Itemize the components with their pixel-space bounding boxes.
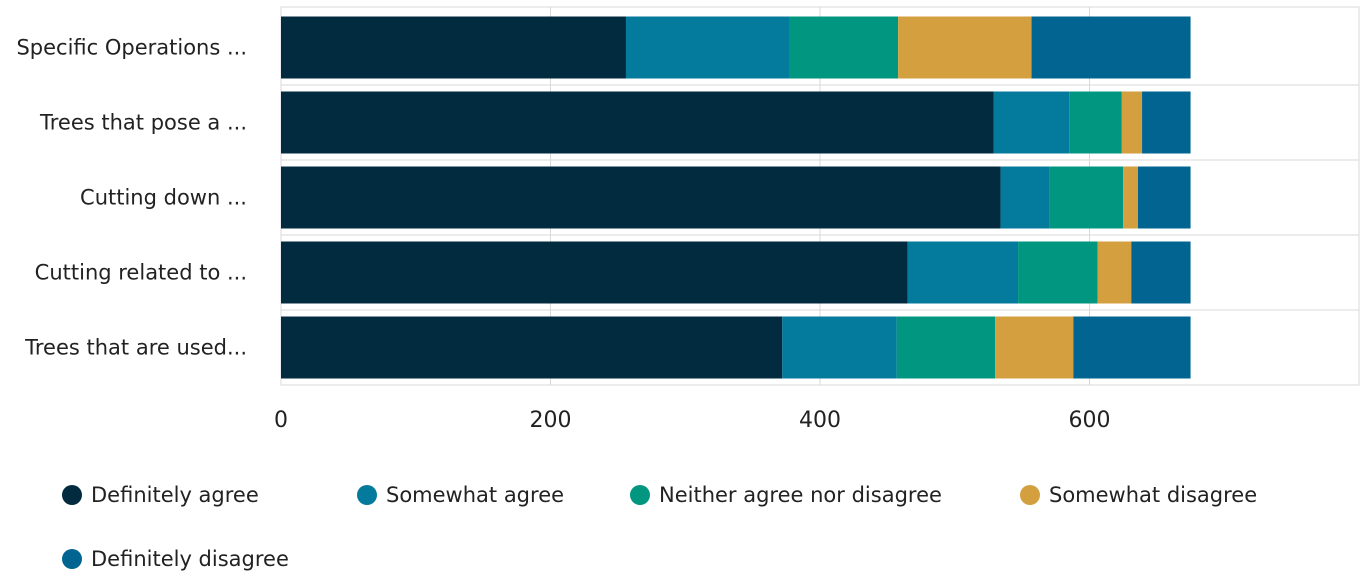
bar-segment bbox=[1049, 166, 1124, 229]
x-tick-label: 200 bbox=[530, 408, 572, 433]
legend-swatch bbox=[630, 485, 650, 505]
bar-segment bbox=[1018, 241, 1098, 304]
bar-segment bbox=[782, 316, 897, 379]
bar-segment bbox=[1031, 16, 1191, 79]
bar-segment bbox=[896, 316, 996, 379]
legend-label: Somewhat disagree bbox=[1049, 483, 1258, 507]
bar-segment bbox=[281, 316, 783, 379]
legend-swatch bbox=[62, 549, 82, 569]
bar-segment bbox=[1123, 166, 1139, 229]
category-label: Cutting related to ... bbox=[35, 261, 247, 285]
bar-segment bbox=[1142, 91, 1191, 154]
legend-swatch bbox=[62, 485, 82, 505]
bar-segment bbox=[1121, 91, 1143, 154]
bar-segment bbox=[1131, 241, 1191, 304]
bars bbox=[281, 16, 1191, 379]
bar-segment bbox=[898, 16, 1032, 79]
legend-label: Neither agree nor disagree bbox=[659, 483, 942, 507]
bar-segment bbox=[1069, 91, 1122, 154]
category-label: Trees that are used... bbox=[24, 336, 247, 360]
bar-segment bbox=[281, 91, 994, 154]
legend-swatch bbox=[1020, 485, 1040, 505]
legend-item[interactable]: Neither agree nor disagree bbox=[630, 478, 942, 512]
x-tick-label: 600 bbox=[1069, 408, 1111, 433]
bar-segment bbox=[281, 16, 626, 79]
bar-segment bbox=[281, 166, 1001, 229]
category-label: Trees that pose a ... bbox=[39, 111, 247, 135]
bar-segment bbox=[625, 16, 790, 79]
legend-label: Definitely disagree bbox=[91, 547, 289, 571]
bar-segment bbox=[1097, 241, 1132, 304]
legend-item[interactable]: Somewhat disagree bbox=[1020, 478, 1257, 512]
legend-label: Definitely agree bbox=[91, 483, 259, 507]
category-label: Cutting down ... bbox=[80, 186, 247, 210]
stacked-bar-chart: 0 200 400 600 Specific Operations ... Trees … bbox=[16, 6, 1360, 433]
bar-segment bbox=[1073, 316, 1191, 379]
category-label: Specific Operations ... bbox=[16, 36, 247, 60]
x-tick-label: 400 bbox=[799, 408, 841, 433]
bar-segment bbox=[789, 16, 899, 79]
bar-segment bbox=[907, 241, 1019, 304]
category-labels: Specific Operations ... Trees that pose a… bbox=[16, 36, 247, 360]
bar-segment bbox=[995, 316, 1074, 379]
x-tick-label: 0 bbox=[274, 408, 288, 433]
bar-segment bbox=[281, 241, 908, 304]
bar-segment bbox=[1000, 166, 1050, 229]
bar-segment bbox=[993, 91, 1070, 154]
legend-label: Somewhat agree bbox=[386, 483, 565, 507]
legend-item[interactable]: Somewhat agree bbox=[357, 478, 564, 512]
x-axis: 0 200 400 600 bbox=[274, 408, 1111, 433]
legend-swatch bbox=[357, 485, 377, 505]
bar-segment bbox=[1138, 166, 1191, 229]
legend-item[interactable]: Definitely agree bbox=[62, 478, 259, 512]
legend-item[interactable]: Definitely disagree bbox=[62, 542, 289, 576]
